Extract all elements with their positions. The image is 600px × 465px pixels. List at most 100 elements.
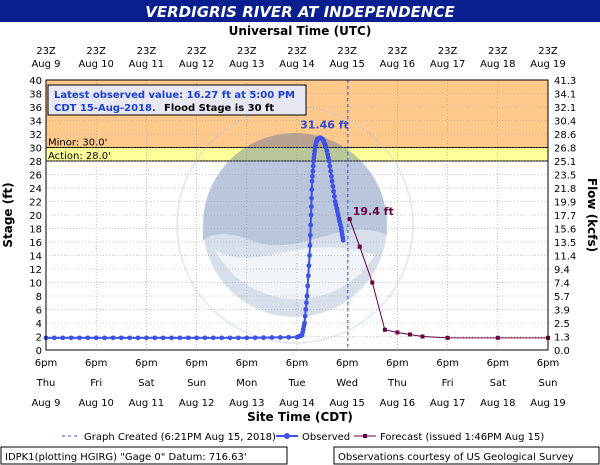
forecast-point bbox=[357, 244, 362, 249]
top-date-label: Aug 11 bbox=[129, 59, 164, 70]
bottom-weekday-label: Fri bbox=[90, 378, 102, 389]
y-tick-label: 30 bbox=[29, 144, 42, 155]
bottom-date-label: Aug 15 bbox=[329, 398, 364, 409]
observed-point bbox=[331, 194, 337, 199]
observed-point bbox=[328, 168, 334, 174]
observed-point bbox=[331, 188, 337, 194]
bottom-time-label: 6pm bbox=[185, 358, 207, 369]
forecast-line bbox=[349, 218, 548, 339]
y-tick-label: 14 bbox=[29, 252, 42, 263]
y-tick-label: 40 bbox=[29, 76, 42, 87]
latest-value-box: Latest observed value: 16.27 ft at 5:00 … bbox=[47, 84, 307, 116]
observed-point bbox=[227, 335, 233, 341]
top-date-label: Aug 17 bbox=[430, 59, 465, 70]
observed-point bbox=[169, 335, 174, 341]
bottom-weekday-label: Sat bbox=[138, 378, 154, 389]
bottom-time-label: 6pm bbox=[336, 358, 358, 369]
observed-point bbox=[310, 163, 316, 169]
bottom-weekday-label: Thu bbox=[387, 378, 407, 389]
bottom-weekday-label: Thu bbox=[36, 378, 56, 389]
observed-point bbox=[144, 335, 149, 341]
flood-stage-note: Flood Stage is 30 ft bbox=[164, 103, 274, 114]
bottom-date-label: Aug 13 bbox=[229, 398, 264, 409]
forecast-series bbox=[347, 217, 550, 340]
top-axis-title: Universal Time (UTC) bbox=[229, 24, 372, 38]
observed-point bbox=[307, 232, 313, 238]
forecast-peak-label: 19.4 ft bbox=[353, 205, 394, 218]
top-date-label: Aug 19 bbox=[530, 59, 565, 70]
observed-point bbox=[330, 183, 336, 189]
observed-point bbox=[269, 335, 275, 340]
legend: Graph Created (6:21PM Aug 15, 2018) Obse… bbox=[62, 432, 544, 443]
y-tick-label: 26 bbox=[29, 171, 42, 182]
legend-forecast: Forecast (issued 1:46PM Aug 15) bbox=[380, 432, 544, 443]
observed-point bbox=[308, 222, 314, 228]
observed-point bbox=[244, 335, 250, 341]
forecast-point bbox=[445, 335, 450, 340]
observed-point bbox=[160, 335, 166, 341]
observed-point bbox=[309, 178, 315, 184]
right-tick-label: 28.6 bbox=[554, 130, 576, 141]
observed-point bbox=[277, 335, 283, 340]
y-tick-label: 10 bbox=[29, 279, 42, 290]
observed-point bbox=[85, 335, 91, 341]
legend-observed-marker bbox=[284, 433, 290, 439]
observed-point bbox=[303, 307, 309, 312]
bottom-time-label: 6pm bbox=[386, 358, 408, 369]
bottom-time-label: 6pm bbox=[286, 358, 308, 369]
bottom-time-label: 6pm bbox=[35, 358, 57, 369]
bottom-weekday-label: Sat bbox=[490, 378, 506, 389]
top-date-label: Aug 15 bbox=[329, 59, 364, 70]
bottom-date-label: Aug 12 bbox=[179, 398, 214, 409]
observed-point bbox=[304, 300, 309, 306]
bottom-weekday-label: Tue bbox=[287, 378, 305, 389]
observed-point bbox=[305, 283, 311, 289]
y-tick-label: 6 bbox=[36, 306, 42, 317]
bottom-date-label: Aug 11 bbox=[129, 398, 164, 409]
observed-point bbox=[236, 335, 241, 341]
bottom-time-label: 6pm bbox=[537, 358, 559, 369]
right-axis-title: Flow (kcfs) bbox=[585, 178, 599, 252]
right-tick-label: 26.8 bbox=[554, 144, 576, 155]
y-tick-label: 2 bbox=[36, 333, 42, 344]
observed-point bbox=[308, 204, 314, 209]
y-tick-label: 4 bbox=[36, 319, 42, 330]
observed-point bbox=[309, 195, 314, 201]
bottom-date-label: Aug 16 bbox=[380, 398, 415, 409]
right-tick-label: 34.1 bbox=[554, 90, 576, 101]
top-time-label: 23Z bbox=[237, 46, 257, 57]
y-tick-label: 34 bbox=[29, 117, 42, 128]
y-tick-label: 22 bbox=[29, 198, 42, 209]
right-tick-label: 2.5 bbox=[554, 319, 570, 330]
top-time-label: 23Z bbox=[388, 46, 408, 57]
bottom-date-label: Aug 14 bbox=[279, 398, 314, 409]
observed-point bbox=[329, 178, 335, 184]
y-tick-label: 38 bbox=[29, 90, 42, 101]
plot-border bbox=[45, 79, 549, 351]
bottom-time-label: 6pm bbox=[487, 358, 509, 369]
forecast-point bbox=[382, 327, 387, 332]
observed-point bbox=[310, 173, 315, 179]
bottom-time-label: 6pm bbox=[85, 358, 107, 369]
observed-point bbox=[219, 335, 225, 341]
footer-courtesy: Observations courtesy of US Geological S… bbox=[338, 452, 574, 463]
observed-point bbox=[110, 335, 116, 341]
right-tick-label: 17.7 bbox=[554, 211, 576, 222]
title-bar bbox=[0, 0, 600, 22]
right-tick-label: 25.1 bbox=[554, 157, 576, 168]
observed-point bbox=[302, 313, 308, 319]
bottom-tick-labels: 6pm Thu Aug 9 6pm Fri Aug 10 6pm Sat Aug 11 6pm Su… bbox=[31, 358, 565, 409]
noaa-watermark bbox=[176, 106, 414, 344]
forecast-point bbox=[495, 335, 500, 340]
y-tick-label: 0 bbox=[36, 346, 42, 357]
right-tick-label: 7.4 bbox=[554, 279, 570, 290]
bottom-weekday-label: Wed bbox=[336, 378, 358, 389]
latest-value-line1: Latest observed value: 16.27 ft at 5:00 … bbox=[54, 90, 295, 101]
top-date-label: Aug 9 bbox=[31, 59, 60, 70]
forecast-point bbox=[347, 217, 352, 222]
bottom-time-label: 6pm bbox=[135, 358, 157, 369]
observed-point bbox=[135, 335, 141, 341]
bottom-time-label: 6pm bbox=[236, 358, 258, 369]
y-tick-label: 28 bbox=[29, 157, 42, 168]
